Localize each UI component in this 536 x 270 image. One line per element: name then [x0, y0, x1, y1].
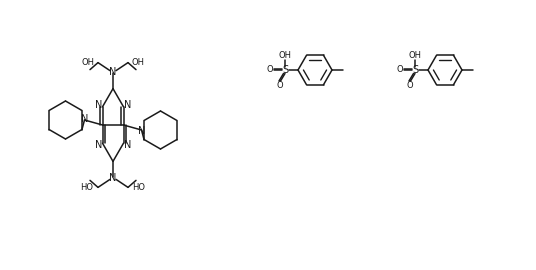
- Text: N: N: [124, 140, 131, 150]
- Text: HO: HO: [132, 183, 145, 192]
- Text: O: O: [267, 66, 273, 75]
- Text: O: O: [407, 80, 413, 89]
- Text: O: O: [397, 66, 403, 75]
- Text: N: N: [109, 173, 117, 183]
- Text: S: S: [282, 65, 288, 75]
- Text: O: O: [277, 80, 284, 89]
- Text: N: N: [138, 126, 145, 136]
- Text: N: N: [95, 140, 102, 150]
- Text: OH: OH: [279, 52, 292, 60]
- Text: N: N: [81, 114, 88, 124]
- Text: OH: OH: [81, 58, 94, 67]
- Text: N: N: [124, 100, 131, 110]
- Text: S: S: [412, 65, 418, 75]
- Text: OH: OH: [408, 52, 421, 60]
- Text: N: N: [95, 100, 102, 110]
- Text: N: N: [109, 67, 117, 77]
- Text: HO: HO: [80, 183, 93, 192]
- Text: OH: OH: [131, 58, 145, 67]
